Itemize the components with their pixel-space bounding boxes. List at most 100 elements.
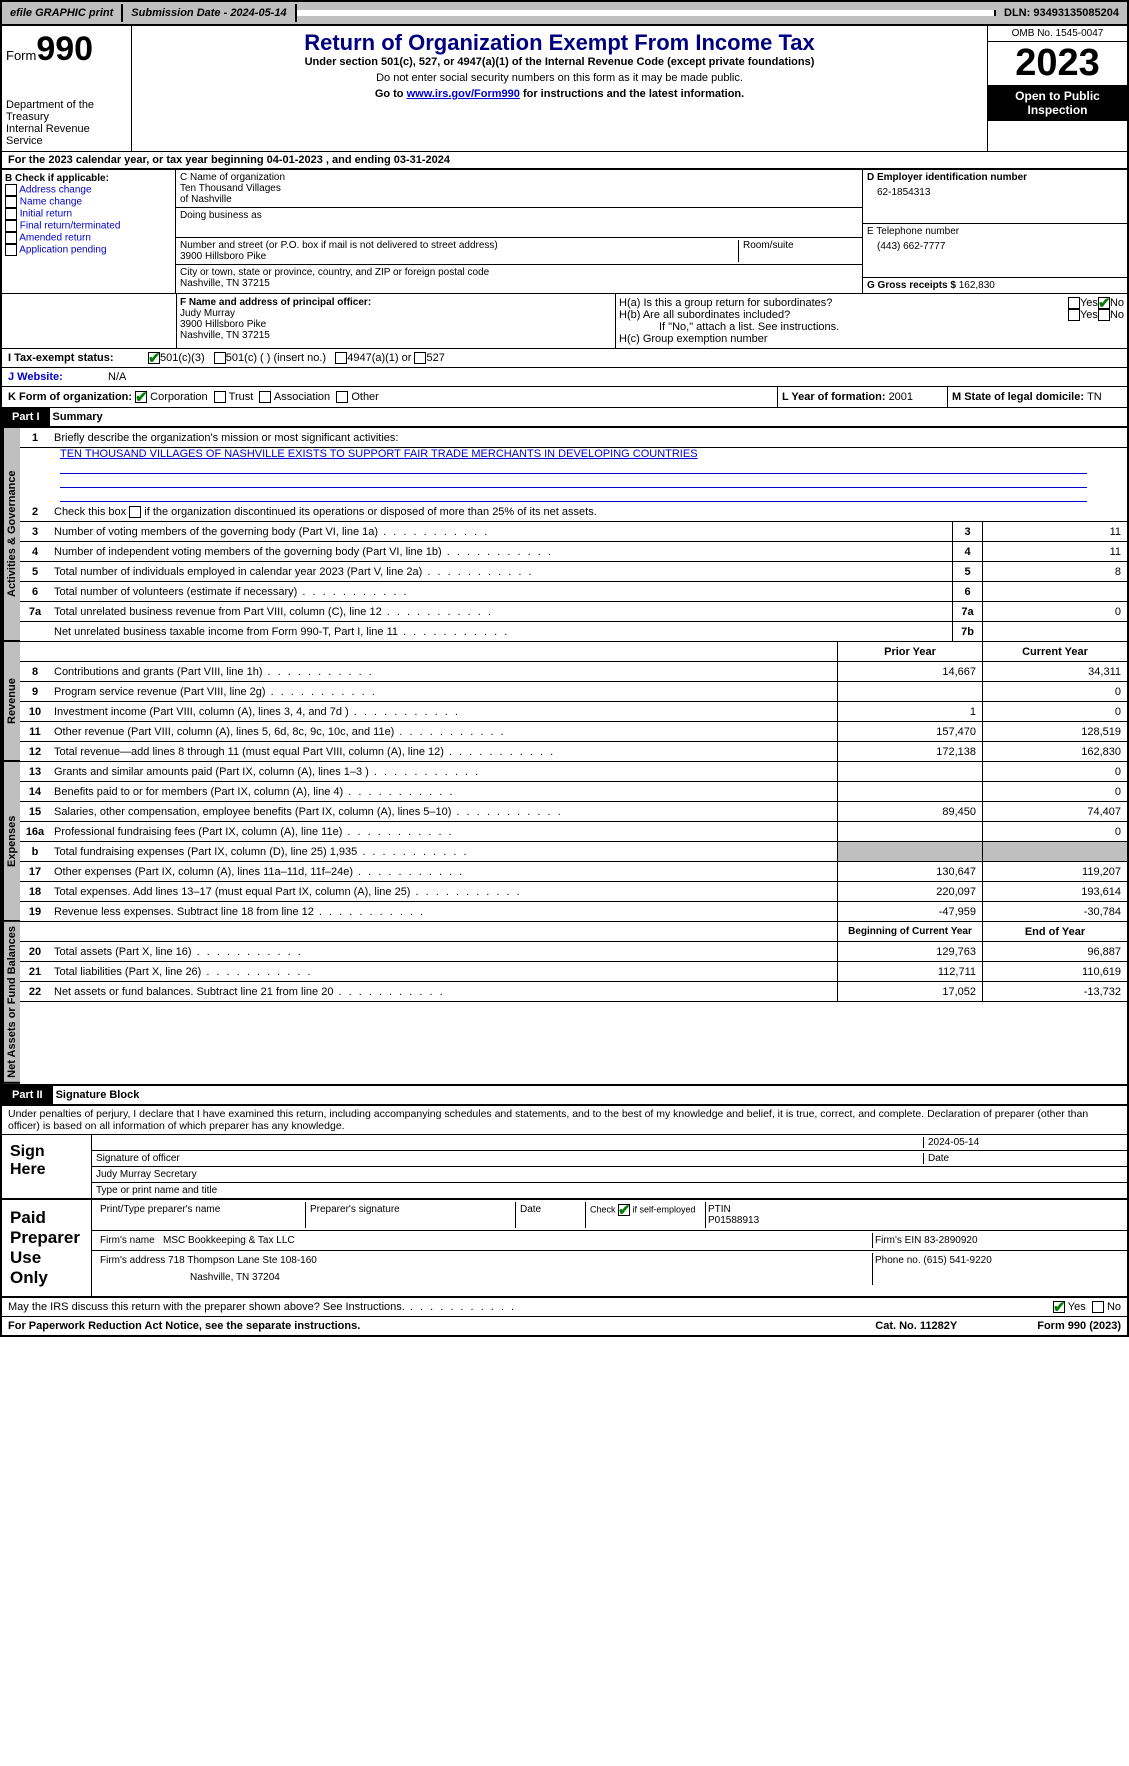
firm-phone-label: Phone no. — [875, 1255, 923, 1266]
hb-yes[interactable] — [1068, 309, 1080, 321]
hb-label: H(b) Are all subordinates included? — [619, 309, 1068, 321]
table-row: 18Total expenses. Add lines 13–17 (must … — [20, 882, 1127, 902]
ha-no[interactable] — [1098, 297, 1110, 309]
ein-label: D Employer identification number — [867, 172, 1123, 183]
hdr-end: End of Year — [982, 922, 1127, 941]
chk-501c3[interactable] — [148, 352, 160, 364]
chk-4947[interactable] — [335, 352, 347, 364]
mission-text: TEN THOUSAND VILLAGES OF NASHVILLE EXIST… — [60, 448, 1087, 460]
chk-pending[interactable]: Application pending — [5, 244, 172, 256]
chk-other[interactable] — [336, 391, 348, 403]
table-row: 22Net assets or fund balances. Subtract … — [20, 982, 1127, 1002]
subtitle-1: Under section 501(c), 527, or 4947(a)(1)… — [136, 56, 983, 68]
chk-address[interactable]: Address change — [5, 184, 172, 196]
officer-name: Judy Murray — [180, 308, 612, 319]
subtitle-3: Go to www.irs.gov/Form990 for instructio… — [136, 88, 983, 100]
table-row: 8Contributions and grants (Part VIII, li… — [20, 662, 1127, 682]
footer-cat: Cat. No. 11282Y — [875, 1320, 957, 1332]
part1-header: Part I Summary — [0, 408, 1129, 428]
expenses-grid: Expenses 13Grants and similar amounts pa… — [0, 762, 1129, 922]
addr-label: Number and street (or P.O. box if mail i… — [180, 240, 738, 251]
footer-left: For Paperwork Reduction Act Notice, see … — [8, 1320, 360, 1332]
table-row: 6Total number of volunteers (estimate if… — [20, 582, 1127, 602]
org-name-1: Ten Thousand Villages — [180, 183, 858, 194]
efile-print[interactable]: efile GRAPHIC print — [2, 4, 123, 22]
table-row: 14Benefits paid to or for members (Part … — [20, 782, 1127, 802]
city-val: Nashville, TN 37215 — [180, 278, 858, 289]
gross-val: 162,830 — [959, 280, 995, 291]
officer-label: F Name and address of principal officer: — [180, 297, 612, 308]
mission-rule — [60, 474, 1087, 488]
chk-trust[interactable] — [214, 391, 226, 403]
open-public: Open to Public Inspection — [988, 85, 1127, 121]
box-c: C Name of organization Ten Thousand Vill… — [176, 170, 862, 293]
phone-val: (443) 662-7777 — [867, 237, 1123, 256]
firm-addr-label: Firm's address — [100, 1255, 168, 1266]
revenue-grid: Revenue Prior YearCurrent Year 8Contribu… — [0, 642, 1129, 762]
gross-label: G Gross receipts $ — [867, 280, 959, 291]
year-form-val: 2001 — [889, 391, 913, 403]
org-name-label: C Name of organization — [180, 172, 858, 183]
section-fh: F Name and address of principal officer:… — [0, 294, 1129, 349]
table-row: 21Total liabilities (Part X, line 26)112… — [20, 962, 1127, 982]
hb-note: If "No," attach a list. See instructions… — [619, 321, 1124, 333]
mission-rule — [60, 460, 1087, 474]
phone-label: E Telephone number — [867, 226, 1123, 237]
chk-527[interactable] — [414, 352, 426, 364]
chk-self-emp[interactable] — [618, 1204, 630, 1216]
type-name-label: Type or print name and title — [92, 1183, 1127, 1198]
chk-name[interactable]: Name change — [5, 196, 172, 208]
table-row: 15Salaries, other compensation, employee… — [20, 802, 1127, 822]
year-form-label: L Year of formation: — [782, 391, 889, 403]
table-row: 11Other revenue (Part VIII, column (A), … — [20, 722, 1127, 742]
hb-no[interactable] — [1098, 309, 1110, 321]
ha-yes[interactable] — [1068, 297, 1080, 309]
form-number: Form990 — [6, 30, 127, 69]
irs-link[interactable]: www.irs.gov/Form990 — [407, 88, 520, 100]
penalties-text: Under penalties of perjury, I declare th… — [0, 1106, 1129, 1134]
room-label: Room/suite — [738, 240, 858, 262]
chk-initial[interactable]: Initial return — [5, 208, 172, 220]
part2-header: Part II Signature Block — [0, 1086, 1129, 1106]
submission-date: Submission Date - 2024-05-14 — [123, 4, 296, 22]
part2-badge: Part II — [2, 1086, 53, 1104]
sign-date: 2024-05-14 — [923, 1137, 1123, 1148]
chk-assoc[interactable] — [259, 391, 271, 403]
table-row: 20Total assets (Part X, line 16)129,7639… — [20, 942, 1127, 962]
netassets-grid: Net Assets or Fund Balances Beginning of… — [0, 922, 1129, 1086]
chk-discontinued[interactable] — [129, 506, 141, 518]
discuss-no[interactable] — [1092, 1301, 1104, 1313]
chk-corp[interactable] — [135, 391, 147, 403]
hdr-begin: Beginning of Current Year — [837, 922, 982, 941]
mission-rule — [60, 488, 1087, 502]
officer-city: Nashville, TN 37215 — [180, 330, 612, 341]
paid-preparer-label: Paid Preparer Use Only — [2, 1200, 92, 1296]
dba-label: Doing business as — [176, 208, 862, 238]
table-row: Net unrelated business taxable income fr… — [20, 622, 1127, 642]
row-klm: K Form of organization: Corporation Trus… — [0, 387, 1129, 408]
chk-amended[interactable]: Amended return — [5, 232, 172, 244]
firm-addr2: Nashville, TN 37204 — [100, 1266, 868, 1283]
discuss-yes[interactable] — [1053, 1301, 1065, 1313]
chk-final[interactable]: Final return/terminated — [5, 220, 172, 232]
prep-date-hdr: Date — [516, 1202, 586, 1228]
form-header: Form990 Department of the Treasury Inter… — [0, 26, 1129, 151]
irs-label: Internal Revenue Service — [6, 123, 127, 147]
section-bcd: B Check if applicable: Address change Na… — [0, 170, 1129, 294]
ptin-val: P01588913 — [708, 1215, 1121, 1226]
chk-501c[interactable] — [214, 352, 226, 364]
domicile-val: TN — [1087, 391, 1102, 403]
firm-ein: 83-2890920 — [924, 1235, 977, 1246]
row-i: I Tax-exempt status: 501(c)(3) 501(c) ( … — [0, 349, 1129, 368]
website-val: N/A — [108, 371, 126, 383]
domicile-label: M State of legal domicile: — [952, 391, 1087, 403]
tab-revenue: Revenue — [2, 642, 20, 762]
box-b-label: B Check if applicable: — [5, 173, 172, 184]
officer-addr: 3900 Hillsboro Pike — [180, 319, 612, 330]
line1-label: Briefly describe the organization's miss… — [50, 430, 1127, 446]
tab-governance: Activities & Governance — [2, 428, 20, 642]
firm-addr1: 718 Thompson Lane Ste 108-160 — [168, 1255, 317, 1266]
sig-date-label: Date — [923, 1153, 1123, 1164]
form-title: Return of Organization Exempt From Incom… — [136, 30, 983, 56]
tax-status-label: I Tax-exempt status: — [8, 352, 148, 364]
